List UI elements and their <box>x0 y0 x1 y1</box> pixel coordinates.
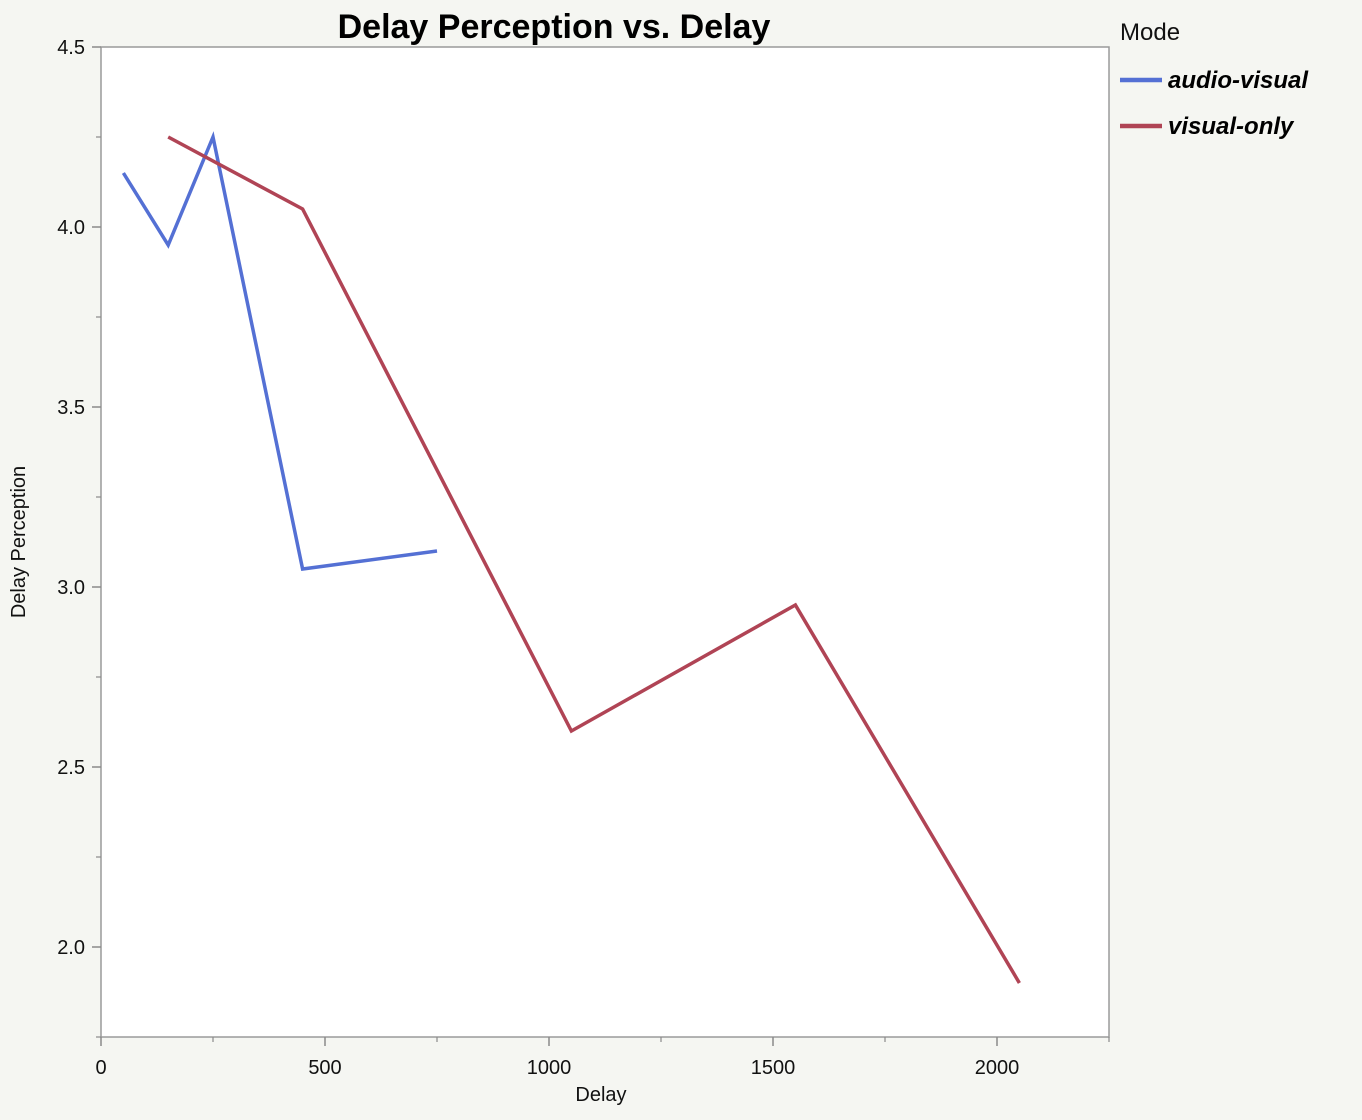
x-axis: 0 500 1000 1500 2000 <box>95 1037 1110 1079</box>
y-tick-label: 4.5 <box>57 37 85 59</box>
y-tick-label: 3.0 <box>57 577 85 599</box>
chart-title: Delay Perception vs. Delay <box>338 8 771 46</box>
y-axis: 2.0 2.5 3.0 3.5 4.0 4.5 <box>57 37 101 1038</box>
x-tick-label: 500 <box>308 1057 341 1079</box>
x-tick-label: 2000 <box>975 1057 1020 1079</box>
x-tick-label: 0 <box>95 1057 106 1079</box>
x-axis-label: Delay <box>575 1084 626 1106</box>
y-tick-label: 2.0 <box>57 937 85 959</box>
series-layer <box>121 131 1021 984</box>
x-tick-label: 1500 <box>751 1057 796 1079</box>
y-tick-label: 2.5 <box>57 757 85 779</box>
y-axis-label: Delay Perception <box>8 466 30 618</box>
legend-items: audio-visual visual-only <box>1120 67 1309 140</box>
y-tick-label: 4.0 <box>57 217 85 239</box>
legend: Mode audio-visual visual-only <box>1120 19 1309 140</box>
y-tick-label: 3.5 <box>57 397 85 419</box>
legend-label-visual-only: visual-only <box>1168 113 1295 140</box>
legend-title: Mode <box>1120 19 1180 46</box>
legend-label-audio-visual: audio-visual <box>1168 67 1309 94</box>
x-tick-label: 1000 <box>527 1057 572 1079</box>
plot-area <box>100 46 1110 1038</box>
